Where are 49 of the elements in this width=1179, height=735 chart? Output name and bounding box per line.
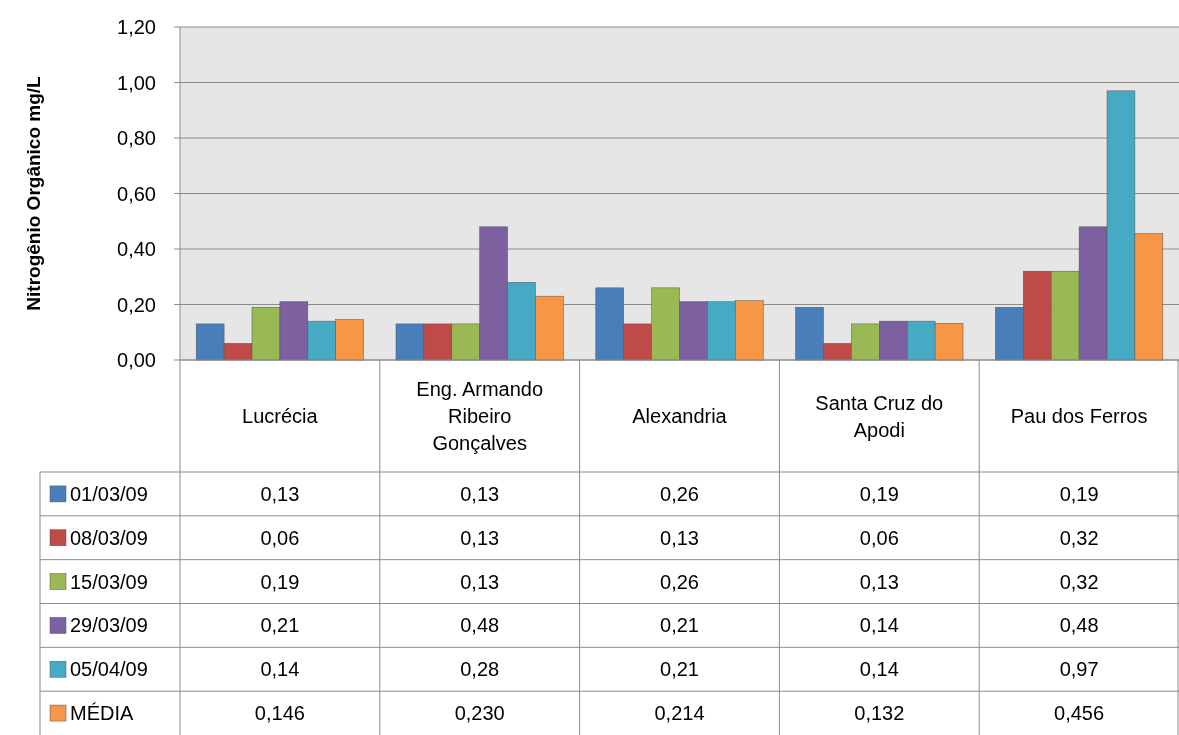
data-label: 0,06: [260, 526, 300, 549]
data-label: 0,13: [460, 482, 500, 505]
data-label: 0,21: [660, 658, 699, 681]
data-label: 0,14: [260, 658, 300, 681]
y-tick-label: 0,60: [117, 182, 156, 205]
data-label: 0,13: [260, 482, 300, 505]
legend-label: 29/03/09: [70, 614, 148, 637]
data-label: 0,19: [260, 570, 300, 593]
x-tick-label: Lucrécia: [242, 405, 319, 427]
data-label: 0,26: [660, 482, 699, 505]
data-label: 0,21: [260, 614, 300, 637]
data-label: 0,13: [460, 526, 500, 549]
data-label: 0,14: [859, 658, 899, 681]
data-label: 0,214: [654, 702, 705, 725]
x-tick-label: Eng. Armando Ribeiro Gonçalves: [416, 378, 544, 454]
legend-label: 05/04/09: [70, 658, 148, 681]
data-label: 0,456: [1054, 702, 1105, 725]
y-tick-label: 0,40: [117, 238, 156, 260]
y-tick-label: 1,20: [117, 16, 156, 38]
data-label: 0,48: [460, 614, 500, 637]
y-tick-label: 0,80: [117, 127, 156, 149]
data-label: 0,146: [254, 702, 305, 725]
data-label: 0,132: [854, 702, 905, 725]
y-tick-label: 1,00: [117, 71, 156, 94]
data-label: 0,19: [1059, 482, 1099, 505]
legend-label: 08/03/09: [70, 526, 148, 549]
data-label: 0,32: [1059, 526, 1099, 549]
y-axis-title: Nitrogênio Orgânico mg/L: [23, 75, 44, 311]
data-label: 0,230: [454, 702, 505, 725]
data-label: 0,13: [460, 570, 500, 593]
data-label: 0,13: [660, 526, 699, 549]
data-label: 0,97: [1059, 658, 1099, 681]
data-label: 0,06: [859, 526, 899, 549]
x-tick-label: Pau dos Ferros: [1010, 405, 1148, 427]
data-label: 0,28: [460, 658, 500, 681]
y-tick-label: 0,00: [117, 349, 156, 371]
data-label: 0,48: [1059, 614, 1099, 637]
x-tick-label: Alexandria: [632, 405, 728, 427]
data-label: 0,26: [660, 570, 699, 593]
data-label: 0,32: [1059, 570, 1099, 593]
legend-label: MÉDIA: [70, 702, 134, 725]
x-tick-label: Santa Cruz do Apodi: [815, 391, 944, 441]
data-label: 0,21: [660, 614, 699, 637]
legend-label: 01/03/09: [70, 482, 148, 505]
data-label: 0,14: [859, 614, 899, 637]
data-label: 0,13: [859, 570, 899, 593]
data-label: 0,19: [859, 482, 899, 505]
legend-label: 15/03/09: [70, 570, 148, 593]
y-tick-label: 0,20: [117, 293, 156, 316]
